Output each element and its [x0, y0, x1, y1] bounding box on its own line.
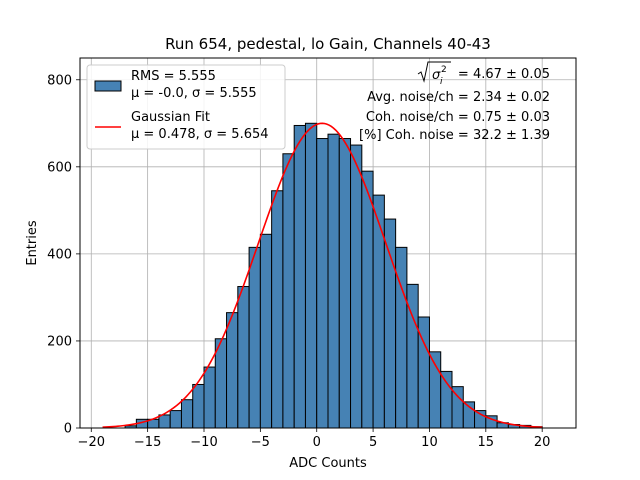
histogram-bar: [248, 246, 261, 429]
histogram-bar: [372, 194, 385, 429]
histogram-bar: [282, 153, 295, 429]
histogram-bar: [383, 218, 397, 429]
gaussian-fit-curve: [102, 122, 543, 429]
svg-text:σ: σ: [432, 68, 441, 83]
histogram-bar: [361, 170, 374, 429]
y-tick-label: 600: [47, 160, 72, 175]
x-tick-label: −5: [251, 435, 270, 450]
coh-noise-text: Coh. noise/ch = 0.75 ± 0.03: [366, 110, 550, 125]
plot-frame: [79, 57, 577, 429]
x-tick-label: 0: [313, 435, 321, 450]
histogram-bar: [440, 370, 453, 429]
histogram-bar: [271, 190, 284, 429]
sqrt-sigma-value: = 4.67 ± 0.05: [458, 67, 550, 82]
sqrt-sigma-symbol: σ 2 i: [417, 61, 451, 87]
y-tick-label: 0: [64, 422, 72, 437]
histogram-bar: [226, 312, 239, 429]
noise-annotations: σ 2 i = 4.67 ± 0.05 Avg. noise/ch = 2.34…: [359, 61, 550, 143]
histogram-bar: [169, 410, 182, 429]
x-tick-label: −10: [190, 435, 217, 450]
legend-bar-swatch: [94, 80, 122, 92]
y-tick-label: 400: [47, 247, 72, 262]
histogram-bar: [338, 138, 352, 429]
histogram-bar: [293, 124, 306, 429]
x-tick-label: −20: [78, 435, 105, 450]
x-tick-label: −15: [134, 435, 161, 450]
legend-rms-label: RMS = 5.555: [131, 69, 216, 84]
legend-fit-stats: μ = 0.478, σ = 5.654: [131, 127, 269, 142]
chart-title: Run 654, pedestal, lo Gain, Channels 40-…: [165, 35, 491, 53]
x-tick-label: 15: [478, 435, 495, 450]
legend-rms-stats: μ = -0.0, σ = 5.555: [131, 86, 257, 101]
pct-coh-noise-text: [%] Coh. noise = 32.2 ± 1.39: [359, 128, 550, 143]
legend-box: [86, 64, 286, 150]
histogram-bar: [192, 383, 205, 429]
histogram-bar: [304, 122, 318, 429]
histogram-bar: [350, 144, 363, 429]
y-axis-label: Entries: [25, 220, 40, 266]
histogram-bar: [158, 414, 171, 429]
histogram-bar: [180, 399, 194, 429]
histogram-bar: [237, 286, 250, 429]
svg-text:2: 2: [441, 65, 447, 75]
x-tick-label: 10: [421, 435, 438, 450]
y-tick-label: 800: [47, 73, 72, 88]
histogram-bar: [316, 138, 329, 429]
x-axis-label: ADC Counts: [289, 456, 367, 471]
y-axis-ticks: 0 200 400 600 800: [47, 73, 80, 437]
histogram-bar: [203, 366, 216, 429]
x-tick-label: 20: [534, 435, 551, 450]
legend: RMS = 5.555 μ = -0.0, σ = 5.555 Gaussian…: [86, 64, 286, 150]
svg-text:i: i: [440, 77, 443, 87]
histogram-bars: [124, 122, 543, 429]
histogram-bar: [214, 338, 228, 429]
histogram-bar: [327, 133, 340, 429]
x-axis-ticks: −20 −15 −10 −5 0 5 10 15 20: [78, 428, 551, 450]
avg-noise-text: Avg. noise/ch = 2.34 ± 0.02: [367, 90, 550, 105]
histogram-bar: [259, 233, 273, 429]
x-tick-label: 5: [369, 435, 377, 450]
y-tick-label: 200: [47, 334, 72, 349]
legend-fit-label: Gaussian Fit: [131, 110, 210, 125]
